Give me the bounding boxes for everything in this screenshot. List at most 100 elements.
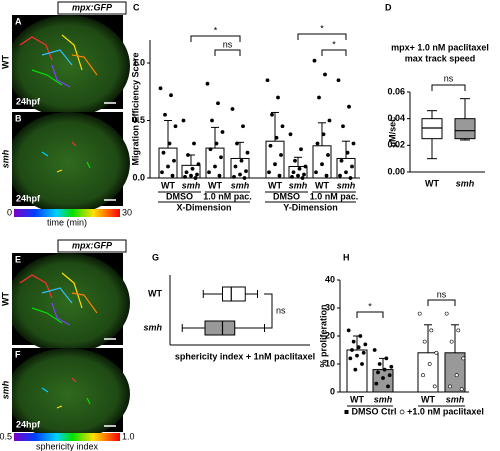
data-point	[449, 339, 454, 344]
data-point	[382, 367, 387, 372]
x-tick-label: WT	[268, 180, 282, 190]
data-point	[461, 356, 466, 361]
significance-label: *	[332, 39, 336, 49]
legend-label: DMSO Ctrl	[352, 406, 397, 416]
data-point	[279, 153, 283, 157]
data-point	[346, 328, 351, 333]
x-tick-label: smh	[446, 394, 465, 404]
data-point	[233, 164, 238, 169]
data-point	[355, 353, 359, 358]
data-point	[290, 174, 294, 179]
data-point	[230, 107, 235, 111]
significance-bracket	[356, 311, 384, 318]
data-point	[280, 124, 285, 129]
data-point	[454, 373, 459, 378]
significance-bracket	[297, 33, 347, 40]
stage-label: 24hpf	[16, 419, 41, 429]
y-tick-label: 10	[325, 358, 335, 368]
panel-letter: E	[15, 254, 21, 264]
header-box	[57, 239, 127, 253]
x-tick-label: smh	[289, 180, 308, 190]
x-tick-label: smh	[374, 394, 393, 404]
genotype-label: WT	[0, 55, 10, 69]
data-point	[276, 95, 280, 100]
data-point	[208, 147, 213, 152]
panel-letter: F	[15, 349, 21, 359]
bar	[372, 369, 394, 393]
data-point	[363, 342, 368, 347]
x-tick-label: WT	[208, 180, 222, 190]
data-point	[207, 170, 211, 175]
data-point	[219, 155, 223, 160]
y-axis-label: Migration Efficiency Score	[130, 52, 140, 165]
data-point	[173, 124, 178, 129]
panel-letter: H	[343, 252, 350, 262]
group-label: DMSO	[273, 191, 300, 201]
data-point	[160, 170, 164, 175]
data-point	[170, 173, 175, 178]
data-point	[338, 173, 342, 178]
data-point	[376, 370, 380, 375]
data-point	[270, 112, 274, 117]
significance-label: *	[368, 301, 372, 311]
data-point	[356, 345, 361, 350]
chart-title: max track speed	[405, 53, 476, 63]
cell-track	[51, 302, 71, 326]
y-tick-label: 0.0	[132, 172, 145, 182]
significance-bracket	[190, 35, 241, 42]
group-label: 1.0 nM pac.	[310, 191, 359, 201]
genotype-label: smh	[0, 149, 10, 168]
colorbar-max: 1.0	[122, 431, 135, 441]
x-tick-label: smh	[337, 180, 356, 190]
data-point	[448, 384, 452, 389]
data-point	[377, 362, 382, 366]
cell-track	[41, 387, 49, 393]
colorbar-min: 0	[7, 207, 12, 217]
data-point	[213, 164, 217, 169]
box	[204, 320, 236, 336]
x-tick-label: smh	[231, 180, 250, 190]
y-tick-label: 20	[325, 330, 335, 340]
cell-track	[71, 141, 77, 147]
stage-label: 24hpf	[16, 96, 41, 106]
significance-label: ns	[223, 39, 233, 49]
cell-track	[31, 307, 63, 324]
y-tick-label: 0.00	[387, 166, 405, 176]
significance-bracket	[321, 49, 347, 56]
y-tick-label: 0.04	[387, 113, 405, 123]
data-point	[344, 170, 348, 175]
legend-marker	[399, 409, 405, 415]
data-point	[296, 173, 300, 178]
data-point	[245, 150, 250, 155]
panel-letter: D	[385, 2, 392, 12]
colorbar	[14, 209, 120, 217]
panel-letter: G	[152, 252, 159, 262]
data-point	[324, 173, 329, 178]
data-point	[421, 373, 425, 378]
data-point	[265, 78, 270, 83]
data-point	[353, 367, 358, 372]
data-point	[427, 362, 432, 366]
dimension-label: Y-Dimension	[283, 202, 338, 212]
data-point	[327, 118, 332, 123]
data-point	[456, 328, 461, 333]
data-point	[432, 384, 437, 389]
data-point	[163, 112, 167, 117]
data-point	[193, 176, 198, 180]
data-point	[374, 381, 379, 386]
data-point	[434, 350, 439, 355]
data-point	[216, 101, 220, 106]
genotype-label: WT	[0, 292, 10, 306]
data-point	[326, 153, 330, 157]
data-point	[422, 339, 427, 344]
data-point	[350, 164, 354, 169]
y-tick-label: smh	[143, 322, 162, 332]
data-point	[232, 174, 236, 179]
cell-track	[71, 292, 98, 314]
data-point	[210, 118, 214, 123]
data-point	[172, 158, 176, 163]
legend-marker	[344, 410, 349, 414]
data-point	[184, 170, 189, 175]
data-point	[389, 364, 394, 369]
cell-track	[61, 34, 83, 71]
